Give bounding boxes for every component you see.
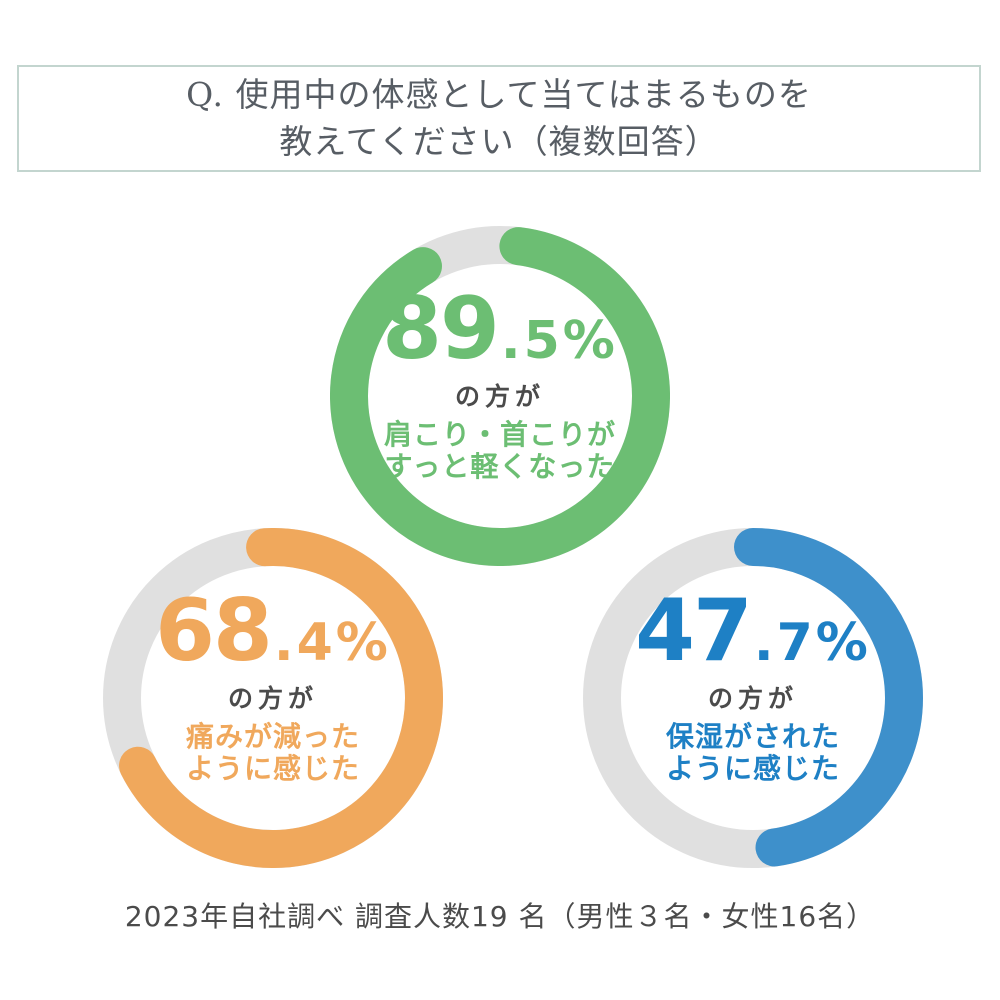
donut-value-arc	[583, 528, 923, 868]
donut-chart-shoulder-neck: 89.5% の方が 肩こり・首こりが すっと軽くなった	[330, 226, 670, 566]
source-note: 2023年自社調べ 調査人数19 名（男性３名・女性16名）	[124, 900, 876, 933]
donut-ring-svg	[330, 226, 670, 566]
question-line-1: Q. 使用中の体感として当てはまるものを	[186, 75, 812, 115]
donut-ring-svg	[583, 528, 923, 868]
donut-ring-svg	[103, 528, 443, 868]
question-line-2: 教えてください（複数回答）	[279, 121, 719, 161]
donut-value-arc	[330, 226, 670, 566]
donut-value-arc	[103, 528, 443, 868]
question-box: Q. 使用中の体感として当てはまるものを 教えてください（複数回答）	[17, 65, 981, 172]
donut-chart-pain: 68.4% の方が 痛みが減った ように感じた	[103, 528, 443, 868]
donut-chart-moisture: 47.7% の方が 保湿がされた ように感じた	[583, 528, 923, 868]
